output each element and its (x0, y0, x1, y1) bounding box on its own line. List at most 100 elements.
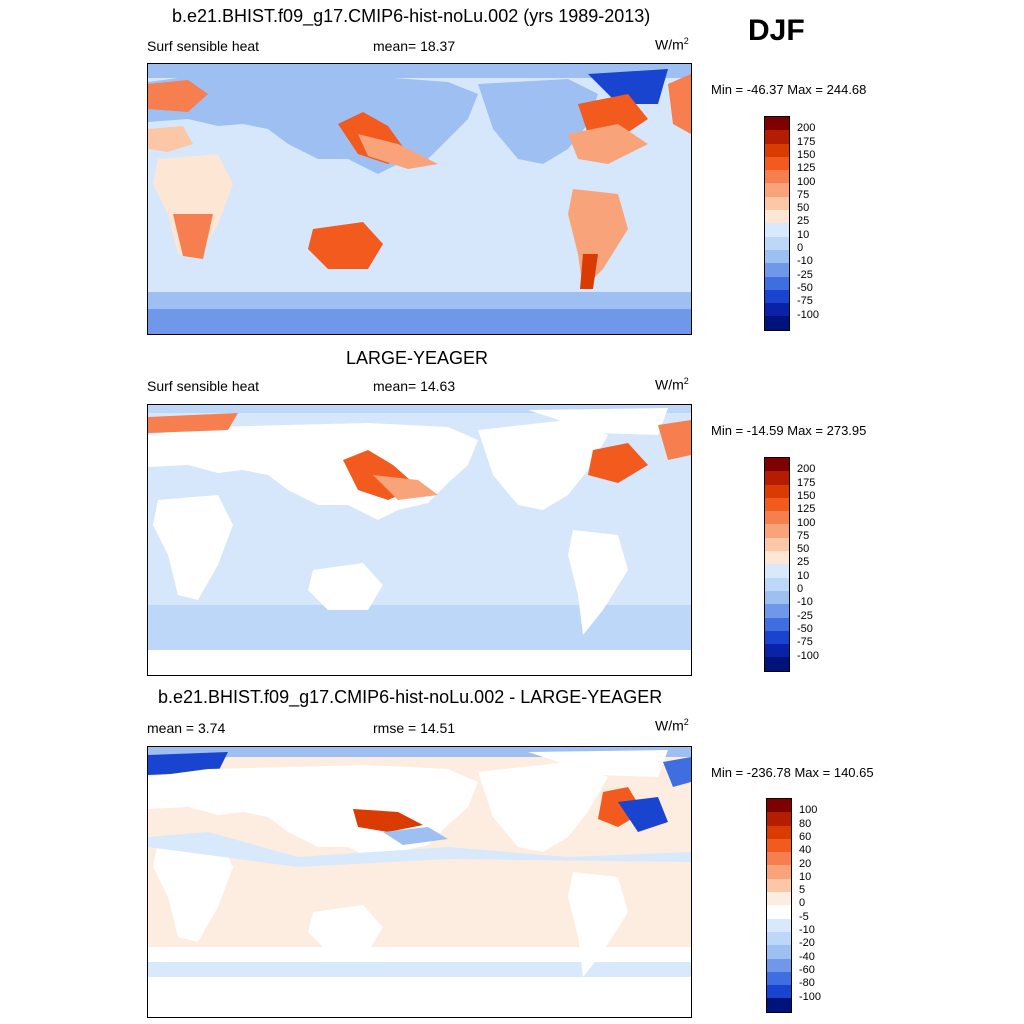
colorbar-swatch (765, 196, 789, 211)
colorbar-tick-label: 75 (797, 188, 810, 201)
colorbar-swatch (767, 852, 791, 866)
colorbar-tick-label: -60 (799, 963, 815, 976)
panel1-units-label: W/m2 (655, 36, 689, 53)
panel3-map-field (148, 747, 691, 1017)
colorbar-tick-label: 10 (799, 870, 812, 883)
colorbar-swatch (765, 657, 789, 671)
colorbar-tick-label: -25 (797, 609, 813, 622)
panel1-mean-label: mean= 18.37 (373, 38, 456, 54)
colorbar-swatch (767, 878, 791, 893)
panel3-colorbar (766, 798, 792, 1013)
colorbar-tick-label: -10 (797, 255, 813, 268)
colorbar-swatch (765, 537, 789, 552)
colorbar-tick-label: 0 (797, 242, 804, 254)
panel3-units-label: W/m2 (655, 717, 689, 734)
colorbar-tick-label: 100 (799, 804, 818, 817)
panel2-units-label: W/m2 (655, 376, 689, 393)
panel1-map (147, 63, 692, 335)
colorbar-swatch (767, 958, 791, 972)
colorbar-tick-label: 0 (797, 583, 804, 595)
colorbar-tick-label: -5 (799, 910, 809, 923)
colorbar-tick-label: 150 (797, 148, 816, 161)
colorbar-tick-label: -80 (799, 977, 815, 990)
colorbar-tick-label: 5 (799, 884, 806, 897)
colorbar-swatch (767, 985, 791, 999)
panel2-title: LARGE-YEAGER (346, 348, 489, 368)
colorbar-tick-label: 150 (797, 489, 816, 502)
colorbar-tick-label: -25 (797, 268, 813, 281)
colorbar-swatch (765, 316, 789, 330)
colorbar-swatch (765, 236, 789, 250)
colorbar-swatch (765, 223, 789, 237)
colorbar-swatch (765, 551, 789, 565)
colorbar-swatch (765, 630, 789, 645)
colorbar-tick-label: -50 (797, 622, 813, 635)
colorbar-swatch (765, 143, 789, 157)
panel1-colorbar (764, 116, 790, 331)
colorbar-swatch (767, 918, 791, 932)
colorbar-tick-label: -10 (799, 924, 815, 936)
colorbar-tick-label: 80 (799, 817, 812, 830)
colorbar-tick-label: -10 (797, 596, 813, 609)
colorbar-swatch (765, 604, 789, 618)
colorbar-tick-label: 175 (797, 135, 816, 148)
colorbar-tick-label: 100 (797, 175, 816, 188)
colorbar-tick-label: 200 (797, 122, 816, 135)
colorbar-swatch (767, 865, 791, 879)
colorbar-swatch (765, 590, 789, 605)
colorbar-swatch (765, 644, 789, 658)
colorbar-tick-label: -40 (799, 950, 815, 963)
colorbar-swatch (765, 276, 789, 290)
colorbar-swatch (765, 524, 789, 538)
colorbar-swatch (767, 825, 791, 839)
colorbar-swatch (767, 905, 791, 919)
panel2-map (147, 404, 692, 676)
colorbar-swatch (765, 577, 789, 591)
colorbar-tick-label: -75 (797, 295, 813, 308)
colorbar-swatch (765, 511, 789, 525)
colorbar-swatch (765, 249, 789, 264)
colorbar-swatch (767, 892, 791, 906)
panel1-variable-label: Surf sensible heat (147, 38, 260, 54)
colorbar-tick-label: 25 (797, 556, 810, 569)
colorbar-tick-label: -100 (799, 990, 822, 1003)
colorbar-swatch (765, 170, 789, 184)
panel1-minmax-label: Min = -46.37 Max = 244.68 (711, 82, 867, 97)
colorbar-tick-label: -75 (797, 636, 813, 649)
colorbar-swatch (767, 945, 791, 959)
colorbar-swatch (765, 458, 789, 472)
panel2-map-field (148, 405, 691, 675)
colorbar-tick-label: 200 (797, 463, 816, 476)
colorbar-tick-label: -20 (799, 937, 815, 950)
colorbar-tick-label: 10 (797, 569, 810, 582)
panel3-map (147, 746, 692, 1018)
panel1-map-field (148, 64, 691, 334)
colorbar-tick-label: 25 (797, 215, 810, 228)
panel2-colorbar (764, 457, 790, 672)
colorbar-swatch (767, 799, 791, 813)
colorbar-swatch (765, 471, 789, 485)
colorbar-tick-label: 125 (797, 503, 816, 516)
panel2-mean-label: mean= 14.63 (373, 378, 456, 394)
colorbar-swatch (765, 564, 789, 578)
colorbar-swatch (767, 931, 791, 946)
colorbar-tick-label: -100 (797, 308, 820, 321)
colorbar-swatch (767, 971, 791, 986)
colorbar-swatch (765, 289, 789, 304)
colorbar-swatch (765, 210, 789, 224)
colorbar-swatch (765, 117, 789, 131)
panel3-minmax-label: Min = -236.78 Max = 140.65 (711, 765, 874, 780)
colorbar-tick-label: -50 (797, 281, 813, 294)
panel2-minmax-label: Min = -14.59 Max = 273.95 (711, 423, 867, 438)
colorbar-swatch (765, 497, 789, 512)
colorbar-tick-label: 50 (797, 202, 810, 215)
colorbar-swatch (765, 303, 789, 317)
colorbar-tick-label: 175 (797, 476, 816, 489)
colorbar-swatch (767, 812, 791, 826)
panel2-variable-label: Surf sensible heat (147, 378, 260, 394)
panel3-rmse-label: rmse = 14.51 (373, 720, 456, 736)
panel1-title: b.e21.BHIST.f09_g17.CMIP6-hist-noLu.002 … (172, 6, 651, 26)
colorbar-tick-label: 20 (799, 857, 812, 870)
colorbar-tick-label: 0 (799, 897, 806, 910)
colorbar-swatch (767, 998, 791, 1012)
